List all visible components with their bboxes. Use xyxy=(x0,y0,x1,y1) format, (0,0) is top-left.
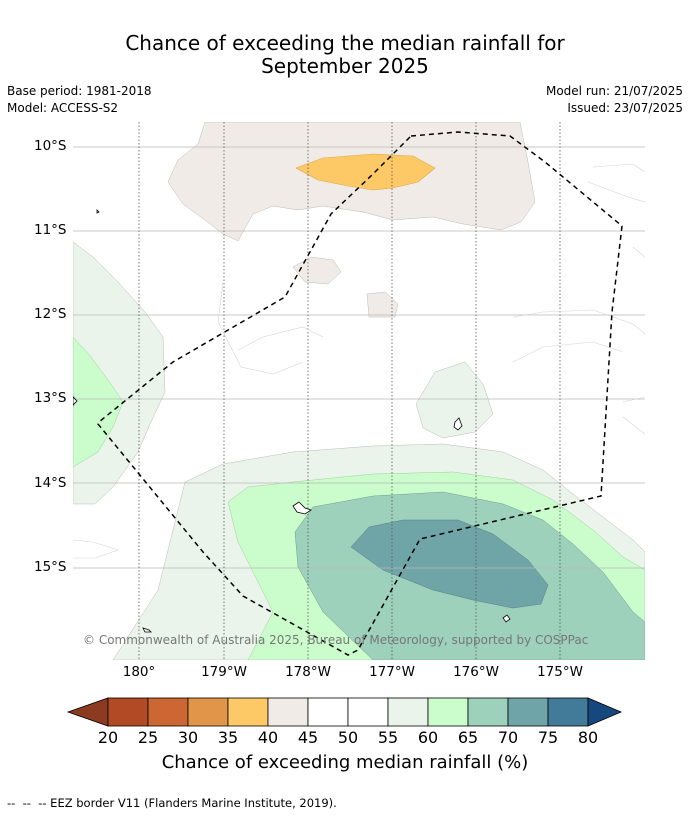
colorbar-extend-high xyxy=(587,697,623,727)
meta-left: Base period: 1981-2018 Model: ACCESS-S2 xyxy=(7,83,152,117)
islands xyxy=(73,209,511,633)
model-run: Model run: 21/07/2025 xyxy=(545,84,683,98)
region-55-60-center xyxy=(415,361,494,439)
lat-grid xyxy=(73,146,645,569)
colorbar-bin-65-70 xyxy=(467,697,509,727)
island-c xyxy=(502,614,511,623)
meta-right: Model run: 21/07/2025 Issued: 23/07/2025 xyxy=(546,83,683,117)
cb-tick-60: 60 xyxy=(417,728,439,747)
lon-label-179w: 179°W xyxy=(201,664,247,680)
region-40-45-patch-b xyxy=(366,291,399,318)
colorbar-bin-40-45 xyxy=(267,697,309,727)
lat-label-13s: 13°S xyxy=(34,390,67,406)
island-b xyxy=(292,501,312,515)
title-line-1: Chance of exceeding the median rainfall … xyxy=(125,31,565,55)
cb-tick-65: 65 xyxy=(457,728,479,747)
cb-tick-50: 50 xyxy=(337,728,359,747)
colorbar-bin-60-65 xyxy=(427,697,469,727)
island-f xyxy=(96,209,100,214)
island-d xyxy=(142,627,152,633)
lat-label-14s: 14°S xyxy=(34,475,67,491)
lat-label-10s: 10°S xyxy=(34,138,67,154)
cb-tick-55: 55 xyxy=(377,728,399,747)
lat-label-15s: 15°S xyxy=(34,559,67,575)
rainfall-map xyxy=(73,122,645,660)
colorbar-bin-35-40 xyxy=(227,697,269,727)
cb-tick-70: 70 xyxy=(497,728,519,747)
map-title: Chance of exceeding the median rainfall … xyxy=(0,32,690,78)
eez-border xyxy=(97,131,623,656)
region-40-45-patch-a xyxy=(292,256,342,285)
cb-tick-75: 75 xyxy=(537,728,559,747)
island-e xyxy=(73,396,78,406)
cb-tick-20: 20 xyxy=(97,728,119,747)
cb-tick-45: 45 xyxy=(297,728,319,747)
colorbar-bin-70-75 xyxy=(507,697,549,727)
lat-label-11s: 11°S xyxy=(34,222,67,238)
copyright-notice: © Commonwealth of Australia 2025, Bureau… xyxy=(83,633,589,647)
region-70-75-south xyxy=(350,519,549,609)
title-line-2: September 2025 xyxy=(261,54,429,78)
issued-date: Issued: 23/07/2025 xyxy=(567,101,683,115)
lat-label-12s: 12°S xyxy=(34,306,67,322)
cb-tick-40: 40 xyxy=(257,728,279,747)
colorbar-bin-20-25 xyxy=(107,697,149,727)
cb-tick-35: 35 xyxy=(217,728,239,747)
model-name: Model: ACCESS-S2 xyxy=(7,101,119,115)
island-a xyxy=(453,417,463,431)
faint-contours xyxy=(73,163,645,559)
lon-label-180: 180° xyxy=(122,664,156,680)
colorbar xyxy=(66,697,623,727)
colorbar-bin-55-60 xyxy=(387,697,429,727)
cb-tick-80: 80 xyxy=(577,728,599,747)
colorbar-bin-30-35 xyxy=(187,697,229,727)
region-60-65-west xyxy=(73,336,124,468)
lon-grid xyxy=(138,122,561,660)
colorbar-bin-50-55 xyxy=(347,697,389,727)
lon-label-177w: 177°W xyxy=(369,664,415,680)
lon-label-175w: 175°W xyxy=(537,664,583,680)
eez-footnote: -- -- -- EEZ border V11 (Flanders Marine… xyxy=(7,796,337,810)
colorbar-bin-45-50 xyxy=(307,697,349,727)
lon-label-178w: 178°W xyxy=(285,664,331,680)
base-period: Base period: 1981-2018 xyxy=(7,84,152,98)
cb-tick-30: 30 xyxy=(177,728,199,747)
colorbar-bin-75-80 xyxy=(547,697,589,727)
lon-label-176w: 176°W xyxy=(453,664,499,680)
region-35-40 xyxy=(295,153,436,191)
cb-tick-25: 25 xyxy=(137,728,159,747)
colorbar-bin-25-30 xyxy=(147,697,189,727)
colorbar-title: Chance of exceeding median rainfall (%) xyxy=(161,752,529,773)
colorbar-extend-low xyxy=(66,697,109,727)
